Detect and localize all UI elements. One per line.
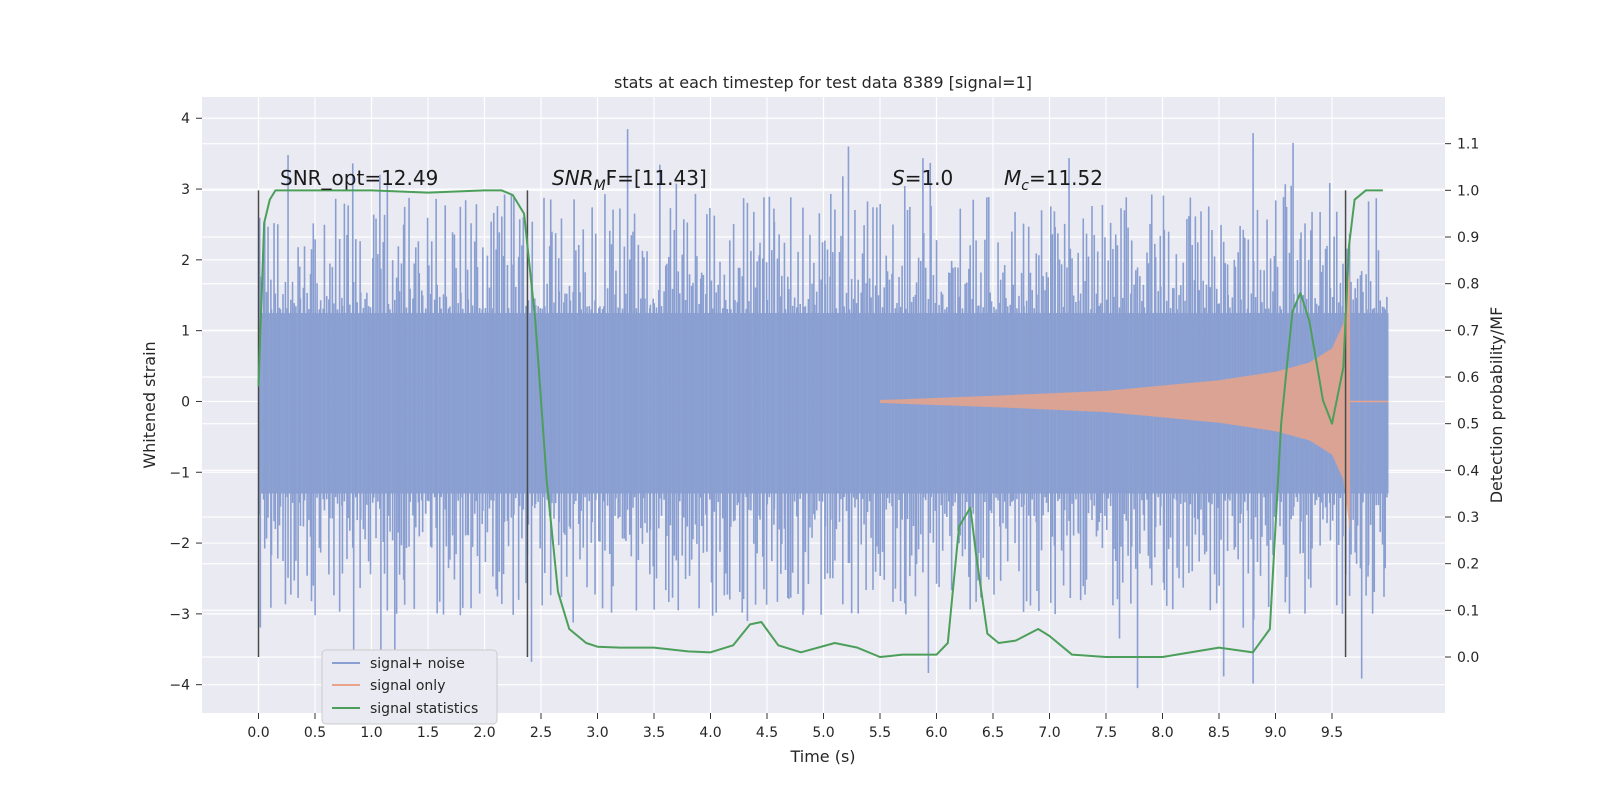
x-tick-label: 7.5	[1095, 725, 1117, 741]
x-tick-label: 2.5	[530, 725, 552, 741]
signal-noise-series	[258, 129, 1389, 689]
y-tick-label: 0	[181, 394, 190, 410]
y-tick-label: −2	[169, 536, 190, 552]
vertical-markers	[257, 190, 1347, 657]
x-tick-label: 9.0	[1264, 725, 1286, 741]
annotation-snr-opt: SNR_opt=12.49	[280, 166, 438, 190]
y-tick-label: 3	[181, 182, 190, 198]
chart-title: stats at each timestep for test data 838…	[614, 73, 1032, 92]
y2-tick-label: 0.1	[1457, 603, 1479, 619]
y2-tick-label: 0.2	[1457, 557, 1479, 573]
x-tick-label: 4.0	[699, 725, 721, 741]
annotation-s: S=1.0	[892, 166, 953, 190]
x-tick-label: 7.0	[1038, 725, 1060, 741]
y-tick-label: −3	[169, 607, 190, 623]
x-tick-label: 8.5	[1208, 725, 1230, 741]
annotation-mc-sub: c	[1021, 178, 1029, 194]
y-axis-title: Whitened strain	[140, 341, 159, 468]
y-tick-label: 1	[181, 324, 190, 340]
y-tick-label: −1	[169, 465, 190, 481]
y2-tick-label: 0.4	[1457, 463, 1479, 479]
y-tick-label: 2	[181, 253, 190, 269]
x-tick-label: 9.5	[1321, 725, 1343, 741]
x-tick-label: 6.0	[925, 725, 947, 741]
annotation-snr-mf: SNRMF=[11.43]	[552, 166, 707, 194]
x-tick-label: 8.0	[1151, 725, 1173, 741]
annotation-snr-mf-italic: SNR	[552, 166, 594, 190]
y2-tick-label: 0.8	[1457, 277, 1479, 293]
y2-tick-label: 0.0	[1457, 650, 1479, 666]
y2-tick-label: 0.3	[1457, 510, 1479, 526]
x-tick-label: 2.0	[473, 725, 495, 741]
annotation-s-rest: =1.0	[905, 166, 954, 190]
y-tick-label: −4	[169, 678, 190, 694]
annotation-mc-rest: =11.52	[1029, 166, 1103, 190]
y2-tick-label: 1.1	[1457, 137, 1479, 153]
legend: signal+ noise signal only signal statist…	[321, 649, 498, 725]
y2-tick-label: 1.0	[1457, 183, 1479, 199]
y2-tick-label: 0.5	[1457, 417, 1479, 433]
x-tick-label: 5.0	[812, 725, 834, 741]
y2-tick-label: 0.6	[1457, 370, 1479, 386]
y-tick-label: 4	[181, 111, 190, 127]
x-tick-label: 6.5	[982, 725, 1004, 741]
annotation-snr-mf-sub: M	[594, 178, 606, 194]
legend-box	[321, 649, 498, 725]
x-tick-label: 3.5	[643, 725, 665, 741]
y2-tick-label: 0.7	[1457, 323, 1479, 339]
legend-label-signal-only: signal only	[370, 678, 445, 694]
signal-statistics-series	[257, 189, 1383, 658]
x-tick-label: 0.5	[304, 725, 326, 741]
axes: 0.0 0.5 1.0 1.5 2.0 2.5 3.0 3.5 4.0 4.5 5.0 5.5 6.0 6…	[169, 111, 1479, 741]
x-tick-label: 3.0	[586, 725, 608, 741]
x-tick-label: 1.5	[417, 725, 439, 741]
x-tick-label: 4.5	[756, 725, 778, 741]
x-tick-label: 5.5	[869, 725, 891, 741]
signal-statistics-line	[257, 189, 1383, 658]
annotation-snr-mf-rest: F=[11.43]	[606, 166, 707, 190]
y2-axis-title: Detection probability/MF	[1487, 307, 1506, 504]
signal-only-series	[880, 270, 1389, 533]
annotation-s-italic: S	[892, 166, 905, 190]
x-tick-label: 1.0	[360, 725, 382, 741]
x-axis-title: Time (s)	[789, 747, 855, 766]
annotation-mc-italic: M	[1004, 166, 1021, 190]
legend-label-signal-noise: signal+ noise	[370, 656, 465, 672]
legend-label-signal-statistics: signal statistics	[370, 701, 478, 717]
y2-tick-label: 0.9	[1457, 230, 1479, 246]
x-tick-label: 0.0	[247, 725, 269, 741]
signal-only-envelope	[880, 270, 1351, 533]
annotation-mc: Mc=11.52	[1004, 166, 1103, 194]
